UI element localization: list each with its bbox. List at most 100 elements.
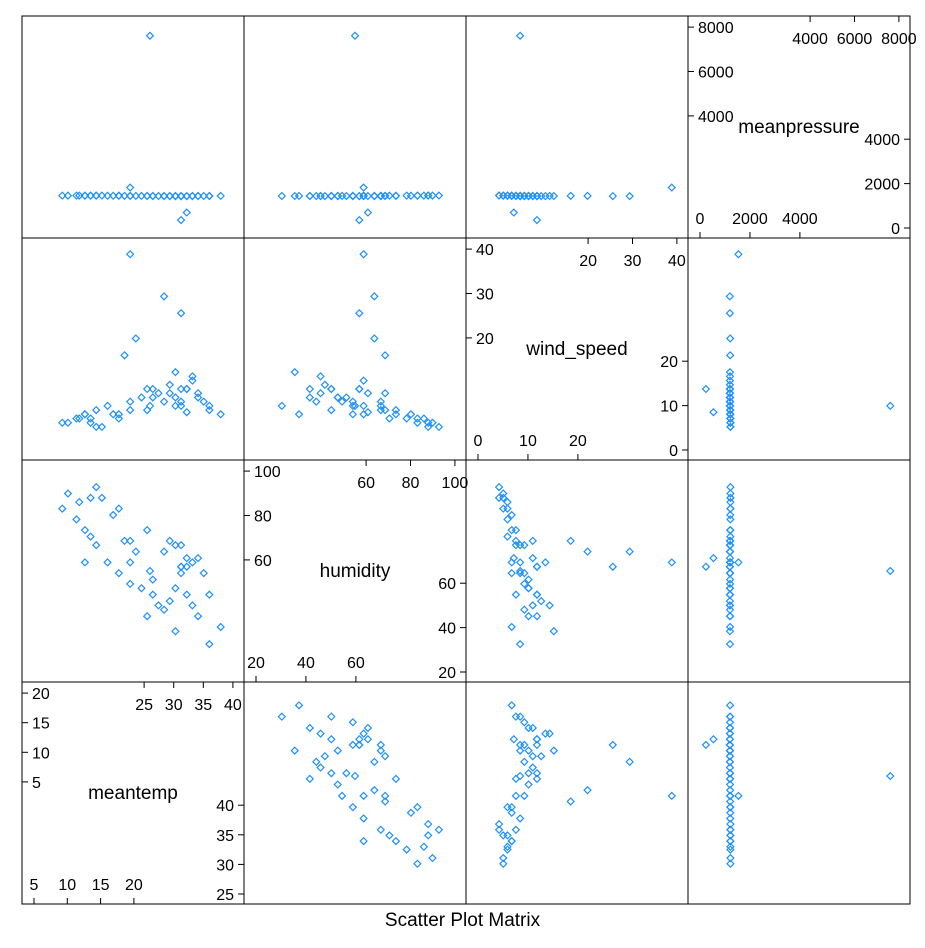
data-point [171, 401, 180, 411]
data-point [125, 191, 135, 201]
data-point [108, 191, 118, 200]
data-point [171, 191, 180, 201]
data-point [385, 831, 394, 840]
data-point [566, 191, 575, 201]
data-point [363, 735, 373, 744]
data-point [182, 208, 191, 217]
data-point [80, 410, 90, 419]
data-point [499, 831, 508, 840]
data-point [625, 191, 634, 201]
data-point [359, 729, 368, 738]
data-point [290, 367, 299, 377]
data-point [406, 191, 416, 200]
data-point [137, 393, 146, 402]
data-point [316, 388, 325, 398]
tick-label: 60 [357, 475, 375, 492]
data-point [58, 191, 67, 200]
data-point [428, 418, 437, 427]
data-point [726, 493, 735, 503]
data-point [380, 791, 390, 801]
data-point [80, 525, 90, 535]
data-point [376, 191, 386, 201]
data-point [520, 718, 529, 727]
data-point [413, 418, 422, 427]
tick-label: 60 [254, 553, 272, 570]
data-point [667, 791, 677, 801]
data-point [511, 774, 521, 784]
tick-label: 2000 [864, 177, 900, 194]
tick-label: 0 [891, 221, 900, 238]
tick-label: 15 [32, 716, 50, 733]
data-point [725, 380, 735, 390]
tick-label: 40 [216, 798, 234, 815]
data-point [725, 351, 735, 360]
data-point [327, 768, 336, 778]
data-point [348, 740, 358, 750]
data-point [380, 351, 390, 360]
data-point [725, 397, 735, 406]
data-point [114, 414, 124, 423]
data-point [507, 808, 516, 818]
points-layer [58, 31, 895, 868]
data-point [205, 405, 214, 415]
tick-label: 30 [624, 253, 642, 270]
tick-label: 10 [660, 399, 678, 416]
data-point [131, 334, 141, 343]
data-point [701, 562, 711, 571]
data-point [709, 735, 718, 744]
data-point [725, 791, 735, 801]
data-point [608, 562, 618, 571]
data-point [726, 558, 735, 567]
data-point [290, 191, 299, 201]
data-point [103, 401, 112, 411]
panel-frame [21, 15, 245, 239]
data-point [327, 191, 336, 201]
data-point [114, 504, 124, 513]
tick-label: 15 [92, 877, 110, 894]
data-point [333, 393, 343, 402]
data-point [114, 410, 124, 419]
data-point [541, 558, 550, 567]
data-point [434, 422, 444, 432]
data-point [507, 836, 516, 846]
data-point [337, 397, 347, 406]
data-point [507, 836, 516, 846]
data-point [193, 388, 203, 398]
data-point [520, 191, 529, 201]
data-point [199, 568, 208, 578]
data-point [725, 334, 735, 343]
tick-label: 4000 [792, 31, 828, 48]
data-point [725, 292, 735, 301]
data-point [205, 639, 214, 649]
data-point [494, 825, 504, 835]
data-point [725, 384, 735, 394]
data-point [391, 774, 401, 784]
data-point [205, 191, 214, 201]
data-point [327, 384, 336, 394]
data-point [515, 712, 525, 721]
data-point [726, 510, 735, 520]
data-point [511, 525, 521, 535]
data-point [176, 215, 186, 225]
data-point [726, 836, 735, 846]
data-point [726, 418, 735, 427]
data-point [726, 515, 735, 524]
data-point [159, 605, 169, 614]
tick-label: 8000 [698, 20, 734, 37]
data-point [423, 191, 433, 200]
data-point [520, 791, 529, 801]
data-point [545, 729, 554, 738]
data-point [725, 540, 735, 550]
data-point [725, 780, 735, 789]
data-point [520, 757, 529, 767]
data-point [545, 601, 554, 610]
data-point [725, 701, 735, 710]
data-point [316, 729, 325, 738]
data-point [725, 536, 735, 546]
data-point [725, 601, 735, 610]
tick-label: 40 [297, 655, 315, 672]
data-point [148, 590, 158, 599]
data-point [725, 547, 735, 556]
